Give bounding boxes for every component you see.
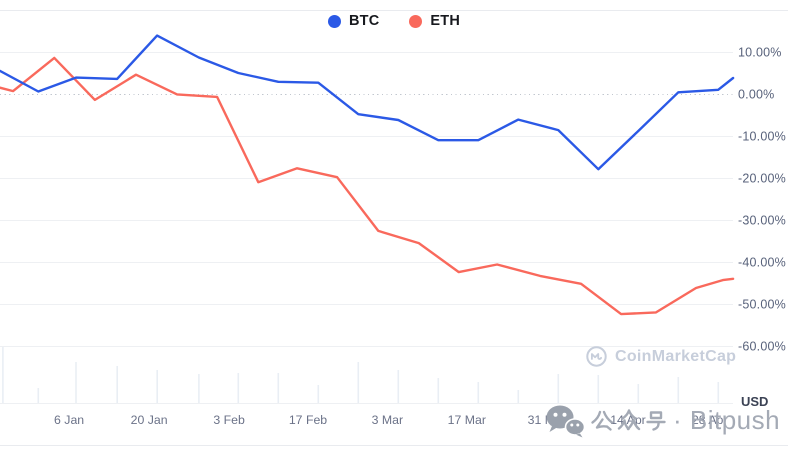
legend-item-eth[interactable]: ETH <box>409 13 460 29</box>
volume-bar <box>557 374 560 403</box>
volume-bar <box>397 370 400 403</box>
volume-bar <box>37 388 40 403</box>
eth-series-color-dot <box>409 14 423 28</box>
x-axis-label: 14 Apr <box>610 413 646 427</box>
gongzhonghao-text-glyphs <box>591 409 666 431</box>
usd-unit-label: USD <box>741 394 768 409</box>
volume-bar <box>597 375 600 403</box>
y-axis-label: -60.00% <box>738 340 786 354</box>
volume-bar <box>237 373 240 403</box>
eth-series-line <box>0 56 735 316</box>
bitpush-watermark: · Bitpush <box>545 404 780 438</box>
x-axis-label: 17 Mar <box>448 413 486 427</box>
volume-bar <box>517 390 520 403</box>
y-axis-label: -40.00% <box>738 256 786 270</box>
volume-bar <box>277 373 280 403</box>
y-axis-label: 10.00% <box>738 46 782 60</box>
btc-series-color-dot <box>327 14 341 28</box>
x-axis-label: 3 Feb <box>213 413 245 427</box>
legend-item-btc[interactable]: BTC <box>327 13 380 29</box>
volume-bar <box>437 378 440 403</box>
coinmarketcap-watermark-text: CoinMarketCap <box>615 347 737 365</box>
legend-label-btc: BTC <box>348 13 380 29</box>
volume-bar <box>677 377 680 403</box>
volume-bar <box>156 370 158 403</box>
y-axis-label: -10.00% <box>738 130 786 144</box>
volume-bar <box>717 382 720 403</box>
volume-bar <box>198 374 200 403</box>
y-axis-label: -50.00% <box>738 298 786 312</box>
bitpush-watermark-text: · Bitpush <box>673 405 781 435</box>
legend-label-eth: ETH <box>430 13 460 29</box>
x-axis-label: 20 Jan <box>131 413 168 427</box>
x-axis-label: 28 Apr <box>692 413 728 427</box>
x-axis-label: 3 Mar <box>372 413 403 427</box>
coinmarketcap-logo-icon <box>586 346 607 367</box>
x-axis-label: 6 Jan <box>54 413 84 427</box>
volume-bar <box>116 366 118 403</box>
volume-bar <box>357 362 360 403</box>
x-axis-label: 17 Feb <box>289 413 327 427</box>
y-axis-label: 0.00% <box>738 88 774 102</box>
volume-bar <box>477 382 480 403</box>
wechat-icon <box>546 405 585 438</box>
volume-bar <box>317 385 320 403</box>
volume-bar <box>75 362 77 403</box>
y-axis-label: -20.00% <box>738 172 786 186</box>
chart-legend: BTC ETH <box>0 11 788 31</box>
y-axis-label: -30.00% <box>738 214 786 228</box>
volume-bar <box>2 346 4 403</box>
btc-series-line <box>0 34 735 171</box>
volume-bar <box>637 384 640 403</box>
coinmarketcap-watermark: CoinMarketCap <box>585 345 736 368</box>
